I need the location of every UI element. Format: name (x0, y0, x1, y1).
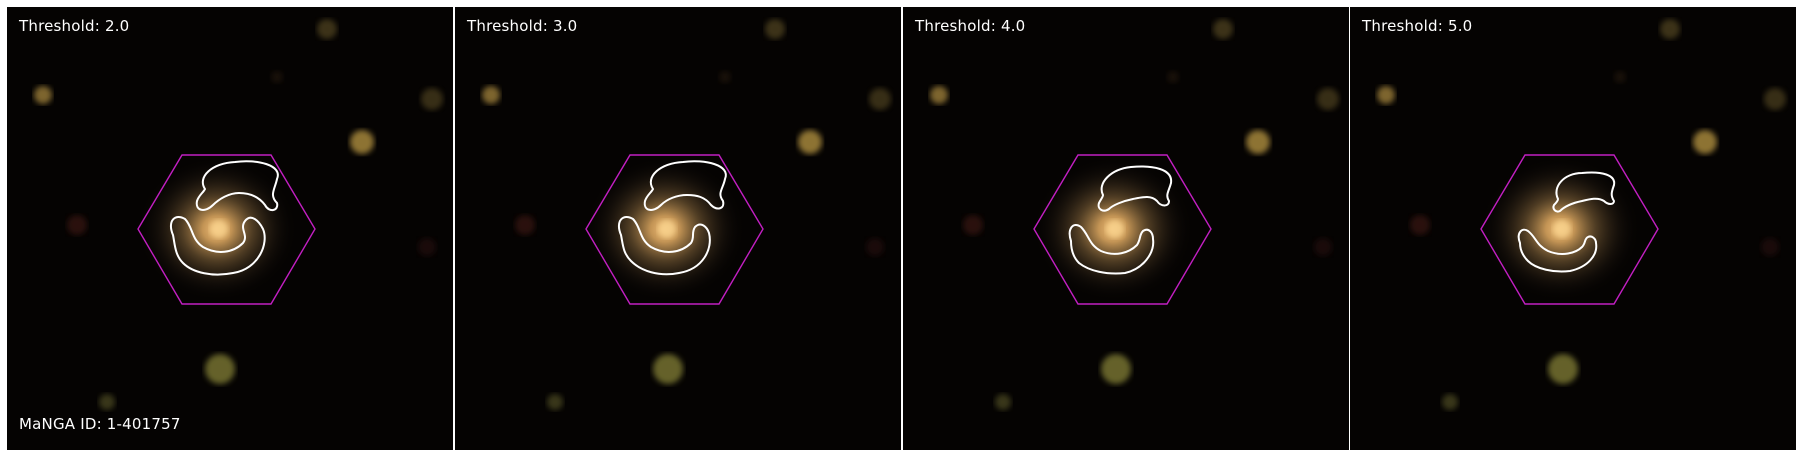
background-star (1314, 238, 1332, 256)
galaxy-image-panel: Threshold: 2.0 MaNGA ID: 1-401757 (7, 7, 453, 450)
contour-upper (195, 160, 279, 211)
background-star (547, 394, 563, 410)
background-star (995, 394, 1011, 410)
background-star (866, 238, 884, 256)
galaxy-image-panel: Threshold: 3.0 (455, 7, 901, 450)
background-star (1167, 71, 1179, 83)
threshold-label: Threshold: 3.0 (467, 17, 578, 35)
galaxy-core (210, 220, 228, 238)
background-star (271, 71, 283, 83)
ifu-hexagon (1480, 154, 1659, 305)
background-star (1614, 71, 1626, 83)
background-star (350, 130, 374, 154)
background-star (418, 238, 436, 256)
ifu-hexagon (1033, 154, 1212, 305)
ifu-hexagon (137, 154, 316, 305)
background-star (1660, 19, 1680, 39)
contour-lower (169, 216, 266, 276)
background-star (515, 215, 535, 235)
background-star (1693, 130, 1717, 154)
galaxy-core (658, 220, 676, 238)
background-star (869, 88, 891, 110)
contour-upper (643, 160, 727, 211)
manga-id-label: MaNGA ID: 1-401757 (19, 415, 181, 433)
galaxy-image (455, 7, 901, 450)
threshold-label: Threshold: 5.0 (1362, 17, 1473, 35)
threshold-label: Threshold: 2.0 (19, 17, 130, 35)
background-star (1246, 130, 1270, 154)
background-star (205, 354, 235, 384)
background-star (653, 354, 683, 384)
galaxy-image-panel: Threshold: 4.0 (903, 7, 1349, 450)
ifu-hexagon (585, 154, 764, 305)
background-star (1101, 354, 1131, 384)
background-star (1764, 88, 1786, 110)
background-star (67, 215, 87, 235)
galaxy-image (7, 7, 453, 450)
background-star (719, 71, 731, 83)
background-star (1377, 86, 1395, 104)
background-star (1317, 88, 1339, 110)
background-star (1761, 238, 1779, 256)
galaxy-image (1350, 7, 1796, 450)
background-star (317, 19, 337, 39)
background-star (930, 86, 948, 104)
contour-lower (617, 216, 711, 276)
background-star (1410, 215, 1430, 235)
background-star (798, 130, 822, 154)
background-star (1548, 354, 1578, 384)
contour-lower (1517, 228, 1598, 273)
threshold-label: Threshold: 4.0 (915, 17, 1026, 35)
background-star (1442, 394, 1458, 410)
galaxy-core (1106, 220, 1124, 238)
background-star (1213, 19, 1233, 39)
contour-upper (1552, 171, 1616, 213)
background-star (765, 19, 785, 39)
galaxy-core (1553, 220, 1571, 238)
contour-upper (1097, 165, 1173, 212)
contour-lower (1068, 223, 1155, 275)
background-star (421, 88, 443, 110)
galaxy-image-panel: Threshold: 5.0 (1350, 7, 1796, 450)
background-star (99, 394, 115, 410)
background-star (482, 86, 500, 104)
background-star (34, 86, 52, 104)
galaxy-image (903, 7, 1349, 450)
background-star (963, 215, 983, 235)
